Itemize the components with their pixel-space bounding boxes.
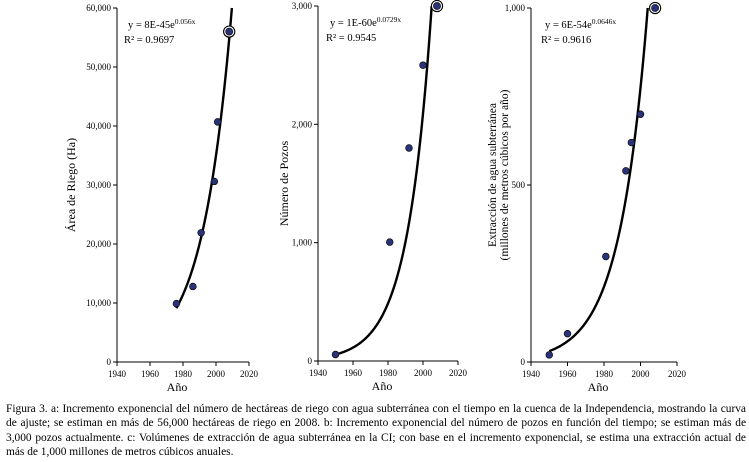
x-tick-label: 1940 bbox=[108, 369, 127, 379]
x-tick-label: 2000 bbox=[414, 368, 433, 378]
chart-c-extraccion-agua: 0 500 1,000 1940 1960 1980 2000 2020 Año Extracci… bbox=[487, 1, 687, 394]
x-tick-label: 1980 bbox=[595, 369, 614, 379]
x-tick-label: 1980 bbox=[379, 368, 398, 378]
x-tick-label: 1940 bbox=[309, 368, 328, 378]
data-point bbox=[563, 329, 572, 338]
data-point bbox=[210, 177, 219, 186]
y-tick-label: 30,000 bbox=[86, 180, 111, 190]
projected-point bbox=[651, 4, 659, 12]
y-axis-label: Área de Riego (Ha) bbox=[64, 138, 78, 232]
fit-equation-base: y = 8E-45e bbox=[128, 20, 175, 31]
y-tick-label: 0 bbox=[308, 356, 313, 366]
x-tick-label: 1960 bbox=[141, 369, 160, 379]
x-tick-label: 2020 bbox=[240, 369, 259, 379]
fit-curve bbox=[548, 7, 649, 353]
projected-point bbox=[225, 27, 234, 36]
data-point bbox=[331, 350, 340, 359]
data-point bbox=[636, 110, 645, 118]
data-point bbox=[213, 118, 222, 126]
y-tick-label: 3,000 bbox=[292, 1, 313, 11]
x-tick-label: 1940 bbox=[522, 369, 541, 379]
y-tick-label: 0 bbox=[521, 357, 526, 367]
fit-equation: y = 6E-54e0.0646x bbox=[545, 17, 616, 31]
y-tick-label: 10,000 bbox=[86, 298, 111, 308]
data-point bbox=[189, 282, 197, 291]
data-point bbox=[197, 229, 205, 237]
x-tick-label: 2020 bbox=[668, 369, 687, 379]
y-axis-label-line: Extracción de agua subterránea bbox=[487, 103, 499, 247]
fit-equation-exponent: 0.0646x bbox=[592, 17, 617, 26]
figure-panels: 0 10,000 20,000 30,000 40,000 50,000 60,000 194… bbox=[64, 0, 687, 394]
x-tick-label: 2000 bbox=[207, 369, 226, 379]
y-tick-label: 1,000 bbox=[505, 3, 526, 13]
data-point bbox=[405, 144, 413, 152]
data-point bbox=[386, 238, 394, 246]
data-point bbox=[622, 167, 630, 175]
y-tick-label: 1,000 bbox=[292, 238, 313, 248]
y-tick-label: 0 bbox=[107, 357, 112, 367]
x-axis-label: Año bbox=[167, 380, 188, 394]
fit-r-squared: R² = 0.9697 bbox=[124, 35, 174, 46]
fit-curve bbox=[335, 5, 433, 356]
fit-equation-base: y = 6E-54e bbox=[545, 20, 592, 31]
chart-b-numero-de-pozos: 0 1,000 2,000 3,000 1940 1960 1980 2000 2020 Año N… bbox=[277, 0, 468, 393]
data-point bbox=[172, 299, 181, 308]
chart-a-area-de-riego: 0 10,000 20,000 30,000 40,000 50,000 60,000 194… bbox=[64, 3, 259, 394]
y-tick-label: 2,000 bbox=[292, 119, 313, 129]
y-tick-label: 50,000 bbox=[86, 62, 111, 72]
fit-r-squared: R² = 0.9616 bbox=[541, 35, 591, 46]
x-tick-label: 1980 bbox=[174, 369, 193, 379]
x-axis-label: Año bbox=[372, 379, 393, 393]
x-axis-label: Año bbox=[588, 380, 609, 394]
fit-equation: y = 8E-45e0.056x bbox=[128, 17, 196, 31]
data-point bbox=[602, 252, 610, 261]
x-tick-label: 2000 bbox=[632, 369, 651, 379]
y-tick-label: 500 bbox=[512, 180, 526, 190]
fit-equation-base: y = 1E-60e bbox=[330, 18, 377, 29]
y-tick-label: 20,000 bbox=[86, 239, 111, 249]
x-tick-label: 2020 bbox=[449, 368, 468, 378]
y-axis-label-line: (millones de metros cúbicos por año) bbox=[499, 89, 511, 260]
y-axis-label: Número de Pozos bbox=[277, 141, 291, 227]
data-point bbox=[545, 351, 553, 359]
fit-equation-exponent: 0.056x bbox=[175, 17, 196, 26]
x-tick-label: 1960 bbox=[559, 369, 578, 379]
fit-r-squared: R² = 0.9545 bbox=[326, 33, 376, 44]
fit-equation: y = 1E-60e0.0729x bbox=[330, 15, 401, 29]
fit-curve bbox=[175, 7, 234, 309]
projected-point bbox=[433, 2, 441, 10]
x-tick-label: 1960 bbox=[344, 368, 363, 378]
fit-equation-exponent: 0.0729x bbox=[377, 15, 402, 24]
data-point bbox=[627, 138, 636, 147]
data-point bbox=[419, 61, 427, 69]
y-tick-label: 60,000 bbox=[86, 3, 111, 13]
figure-caption: Figura 3. a: Incremento exponencial del … bbox=[6, 403, 746, 459]
y-tick-label: 40,000 bbox=[86, 121, 111, 131]
